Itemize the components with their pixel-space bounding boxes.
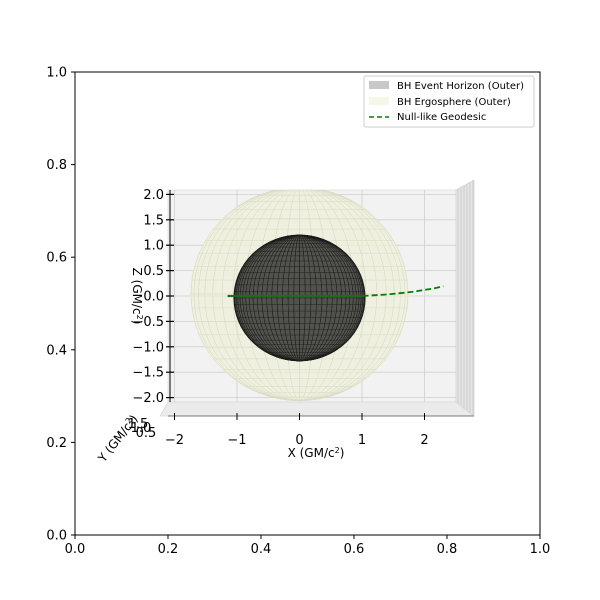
outer-y-tick-label: 0.8 [46,158,67,173]
3d-z-ticks: −2.0 −1.5 −1.0 −0.5 0.0 0.5 1.0 1.5 2.0 [132,188,174,406]
outer-y-tick-label: 0.4 [46,343,67,358]
y-tick-label: 1.5 [128,417,149,432]
outer-x-tick-label: 0.2 [158,542,179,557]
outer-x-tick-label: 0.6 [344,542,365,557]
x-tick-label: 1 [358,433,366,448]
3d-axes: −2.0−1.5−1.0−0.50.00.51.01.52.0 −2 −1 0 1 2 … [94,179,476,466]
3d-y-ticks: 1.51.00.5 [128,417,157,441]
outer-x-tick-label: 0.0 [65,542,86,557]
x-tick-label: 0 [295,433,303,448]
z-tick-label: 1.0 [143,239,164,254]
legend-item-geodesic: Null-like Geodesic [369,112,486,123]
legend-swatch-horizon [369,81,389,89]
geodesic-line [227,285,444,298]
outer-x-tick-label: 1.0 [530,542,551,557]
z-tick-label: −2.0 [132,391,164,406]
3d-x-axis-label: X (GM/c2) [288,446,345,461]
z-tick-label: −1.0 [132,340,164,355]
z-tick-label: 1.5 [143,213,164,228]
z-tick-label: 0.0 [143,290,164,305]
outer-y-tick-label: 0.6 [46,251,67,266]
x-tick-label: 2 [420,433,428,448]
3d-floor-pane [159,401,476,417]
3d-x-ticks: −2 −1 0 1 2 [165,413,429,448]
x-tick-label: −2 [165,433,184,448]
legend-label-ergosphere: BH Ergosphere (Outer) [397,97,511,108]
event-horizon-surface [233,234,366,362]
outer-y-ticks: 0.0 0.2 0.4 0.6 0.8 1.0 [46,66,75,544]
outer-axes-frame [74,71,541,536]
outer-x-tick-label: 0.4 [251,542,272,557]
z-tick-label: −1.5 [132,366,164,381]
outer-x-ticks: 0.0 0.2 0.4 0.6 0.8 1.0 [65,535,551,557]
legend-swatch-ergosphere [369,97,389,105]
3d-side-grid [457,180,474,415]
outer-y-tick-label: 0.0 [46,529,67,544]
legend-item-ergosphere: BH Ergosphere (Outer) [369,97,511,108]
horizon-longitude-line [233,234,366,362]
z-tick-label: 2.0 [143,188,164,203]
outer-y-tick-label: 0.2 [46,436,67,451]
outer-axes: 0.0 0.2 0.4 0.6 0.8 1.0 0.0 0.2 0.4 0.6 0.8 1.0 [46,66,550,558]
legend-frame [363,75,535,128]
3d-z-axis-label: Z (GM/c2) [130,268,145,325]
outer-x-tick-label: 0.8 [437,542,458,557]
z-tick-label: −0.5 [132,315,164,330]
x-tick-label: −1 [227,433,246,448]
z-tick-label: 0.5 [143,264,164,279]
y-tick-label: 1.0 [131,421,152,436]
legend-item-horizon: BH Event Horizon (Outer) [369,81,524,92]
3d-side-pane [455,179,475,417]
ergosphere-longitude-line [190,190,409,401]
legend: BH Event Horizon (Outer) BH Ergosphere (… [363,75,535,128]
y-tick-label: 0.5 [136,426,157,441]
legend-label-geodesic: Null-like Geodesic [397,112,486,123]
legend-label-horizon: BH Event Horizon (Outer) [397,81,524,92]
outer-y-tick-label: 1.0 [46,66,67,81]
